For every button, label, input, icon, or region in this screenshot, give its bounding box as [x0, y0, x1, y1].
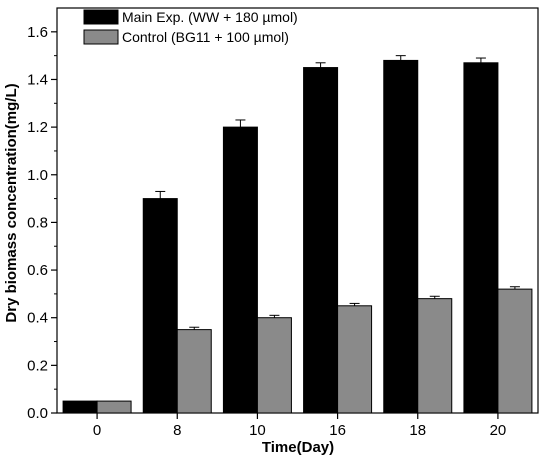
- bar-series2-20: [497, 288, 533, 414]
- legend-label-series1: Main Exp. (WW + 180 µmol): [122, 9, 298, 25]
- x-axis-title: Time(Day): [262, 439, 334, 456]
- y-axis-title: Dry biomass concentration(mg/L): [3, 83, 20, 322]
- y-axis: 0.0 0.2 0.4 0.6 0.8 1.0 1.2 1.4 1.6: [27, 24, 57, 422]
- legend-swatch-series2: [83, 29, 119, 45]
- plot-frame: [56, 7, 539, 414]
- y-tick-label-3: 0.6: [27, 262, 48, 279]
- bars-group: [62, 59, 533, 414]
- bar-series2-16: [337, 305, 373, 414]
- x-tick-label-5: 20: [490, 422, 507, 439]
- plot-frame-group: [56, 7, 539, 414]
- y-tick-label-5: 1.0: [27, 167, 48, 184]
- bar-series2-18: [417, 298, 453, 414]
- y-tick-label-4: 0.8: [27, 214, 48, 231]
- x-axis: 0 8 10 16 18 20: [93, 413, 506, 439]
- x-tick-label-4: 18: [409, 422, 426, 439]
- y-tick-label-2: 0.4: [27, 310, 48, 327]
- legend: Main Exp. (WW + 180 µmol) Control (BG11 +…: [83, 9, 298, 45]
- bar-series2-0: [96, 400, 132, 414]
- y-tick-label-1: 0.2: [27, 357, 48, 374]
- error-bars-group: [155, 55, 520, 330]
- bar-series1-16: [303, 67, 339, 414]
- bar-series1-0: [62, 400, 98, 414]
- y-tick-label-7: 1.4: [27, 71, 48, 88]
- x-tick-label-3: 16: [329, 422, 346, 439]
- y-tick-label-6: 1.2: [27, 119, 48, 136]
- x-tick-label-1: 8: [173, 422, 181, 439]
- x-tick-label-0: 0: [93, 422, 101, 439]
- bar-series2-10: [256, 317, 292, 414]
- x-tick-label-2: 10: [249, 422, 266, 439]
- y-tick-label-8: 1.6: [27, 24, 48, 41]
- bar-series1-18: [383, 59, 419, 414]
- bar-series1-20: [463, 62, 499, 414]
- y-tick-label-0: 0.0: [27, 405, 48, 422]
- legend-label-series2: Control (BG11 + 100 µmol): [122, 29, 289, 45]
- bar-series1-8: [142, 198, 178, 414]
- legend-swatch-series1: [83, 9, 119, 25]
- bar-series1-10: [222, 126, 258, 414]
- bar-series2-8: [176, 329, 212, 414]
